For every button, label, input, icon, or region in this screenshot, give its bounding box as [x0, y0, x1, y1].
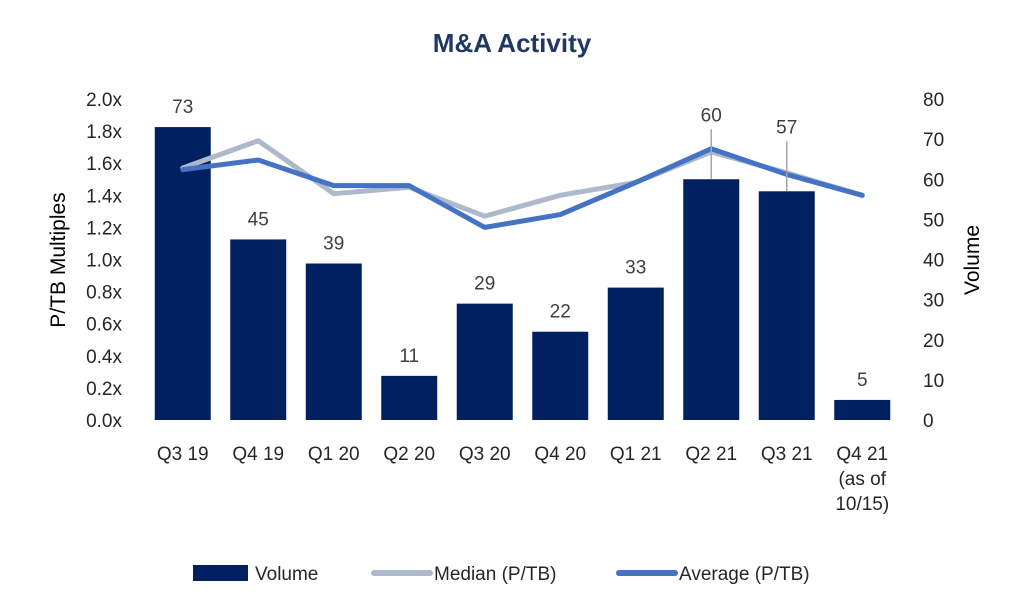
- volume-bar-1: [230, 239, 287, 420]
- left-tick-label: 1.4x: [86, 186, 122, 207]
- left-tick-label: 1.8x: [86, 122, 122, 143]
- left-tick-label: 0.0x: [86, 411, 122, 432]
- right-tick-label: 10: [923, 371, 944, 392]
- line-series: [180, 138, 865, 230]
- left-axis-title: P/TB Multiples: [47, 192, 70, 327]
- right-axis-title: Volume: [961, 225, 984, 295]
- volume-data-label-1: 45: [248, 209, 269, 230]
- legend: Volume Median (P/TB) Average (P/TB): [193, 564, 810, 585]
- right-tick-label: 30: [923, 291, 944, 312]
- volume-bars: [154, 127, 891, 421]
- volume-data-label-4: 29: [474, 274, 495, 295]
- x-tick-label-1: Q4 19: [232, 444, 284, 465]
- x-tick-label-2: Q1 20: [308, 444, 360, 465]
- right-tick-label: 50: [923, 210, 944, 231]
- volume-bar-9: [834, 399, 891, 420]
- volume-data-label-6: 33: [625, 258, 646, 279]
- left-tick-label: 1.6x: [86, 154, 122, 175]
- legend-swatch-volume: [193, 565, 248, 581]
- left-axis-ticks: 0.0x 0.2x 0.4x 0.6x 0.8x 1.0x 1.2x 1.4x 1.6x 1.8x…: [86, 90, 122, 432]
- chart-title: M&A Activity: [433, 28, 592, 58]
- x-tick-label-3: Q2 20: [383, 444, 435, 465]
- x-tick-label-8: Q3 21: [761, 444, 813, 465]
- right-axis-ticks: 0 10 20 30 40 50 60 70 80: [923, 90, 944, 432]
- x-tick-label-7: Q2 21: [685, 444, 737, 465]
- left-tick-label: 0.8x: [86, 283, 122, 304]
- x-tick-label-5: Q4 20: [534, 444, 586, 465]
- legend-label-median-p-tb: Median (P/TB): [434, 564, 556, 585]
- left-tick-label: 0.4x: [86, 347, 122, 368]
- volume-bar-4: [456, 303, 513, 420]
- volume-data-label-5: 22: [550, 302, 571, 323]
- data-label-leaders: [710, 129, 788, 192]
- x-tick-label-4: Q3 20: [459, 444, 511, 465]
- volume-data-labels: 73 45 39 11 29 22 33 60 57 5: [172, 97, 867, 391]
- right-tick-label: 0: [923, 411, 934, 432]
- volume-data-label-3: 11: [399, 346, 419, 367]
- volume-bar-6: [607, 287, 664, 420]
- right-tick-label: 60: [923, 170, 944, 191]
- right-tick-label: 20: [923, 331, 944, 352]
- left-tick-label: 1.2x: [86, 218, 122, 239]
- volume-bar-0: [154, 127, 211, 421]
- left-tick-label: 0.2x: [86, 379, 122, 400]
- volume-data-label-9: 5: [857, 370, 868, 391]
- right-tick-label: 40: [923, 251, 944, 272]
- volume-bar-3: [381, 375, 438, 420]
- x-tick-label-6: Q1 21: [610, 444, 662, 465]
- volume-bar-8: [758, 191, 815, 420]
- x-tick-label-9: Q4 21 (as of 10/15): [835, 444, 889, 515]
- legend-label-volume: Volume: [255, 564, 318, 585]
- volume-data-label-7: 60: [701, 105, 722, 126]
- volume-bar-7: [683, 179, 740, 420]
- right-tick-label: 80: [923, 90, 944, 111]
- left-tick-label: 2.0x: [86, 90, 122, 111]
- volume-data-label-2: 39: [323, 234, 344, 255]
- left-tick-label: 1.0x: [86, 251, 122, 272]
- line-average-p-tb: [180, 146, 865, 230]
- volume-bar-2: [305, 263, 362, 420]
- x-tick-label-0: Q3 19: [157, 444, 209, 465]
- volume-bar-5: [532, 331, 589, 420]
- right-tick-label: 70: [923, 130, 944, 151]
- legend-label-average-p-tb: Average (P/TB): [679, 564, 810, 585]
- volume-data-label-8: 57: [776, 117, 797, 138]
- volume-data-label-0: 73: [172, 97, 193, 118]
- left-tick-label: 0.6x: [86, 315, 122, 336]
- x-axis-ticks: Q3 19 Q4 19 Q1 20 Q2 20 Q3 20 Q4 20 Q1 21 Q2 21…: [157, 444, 889, 515]
